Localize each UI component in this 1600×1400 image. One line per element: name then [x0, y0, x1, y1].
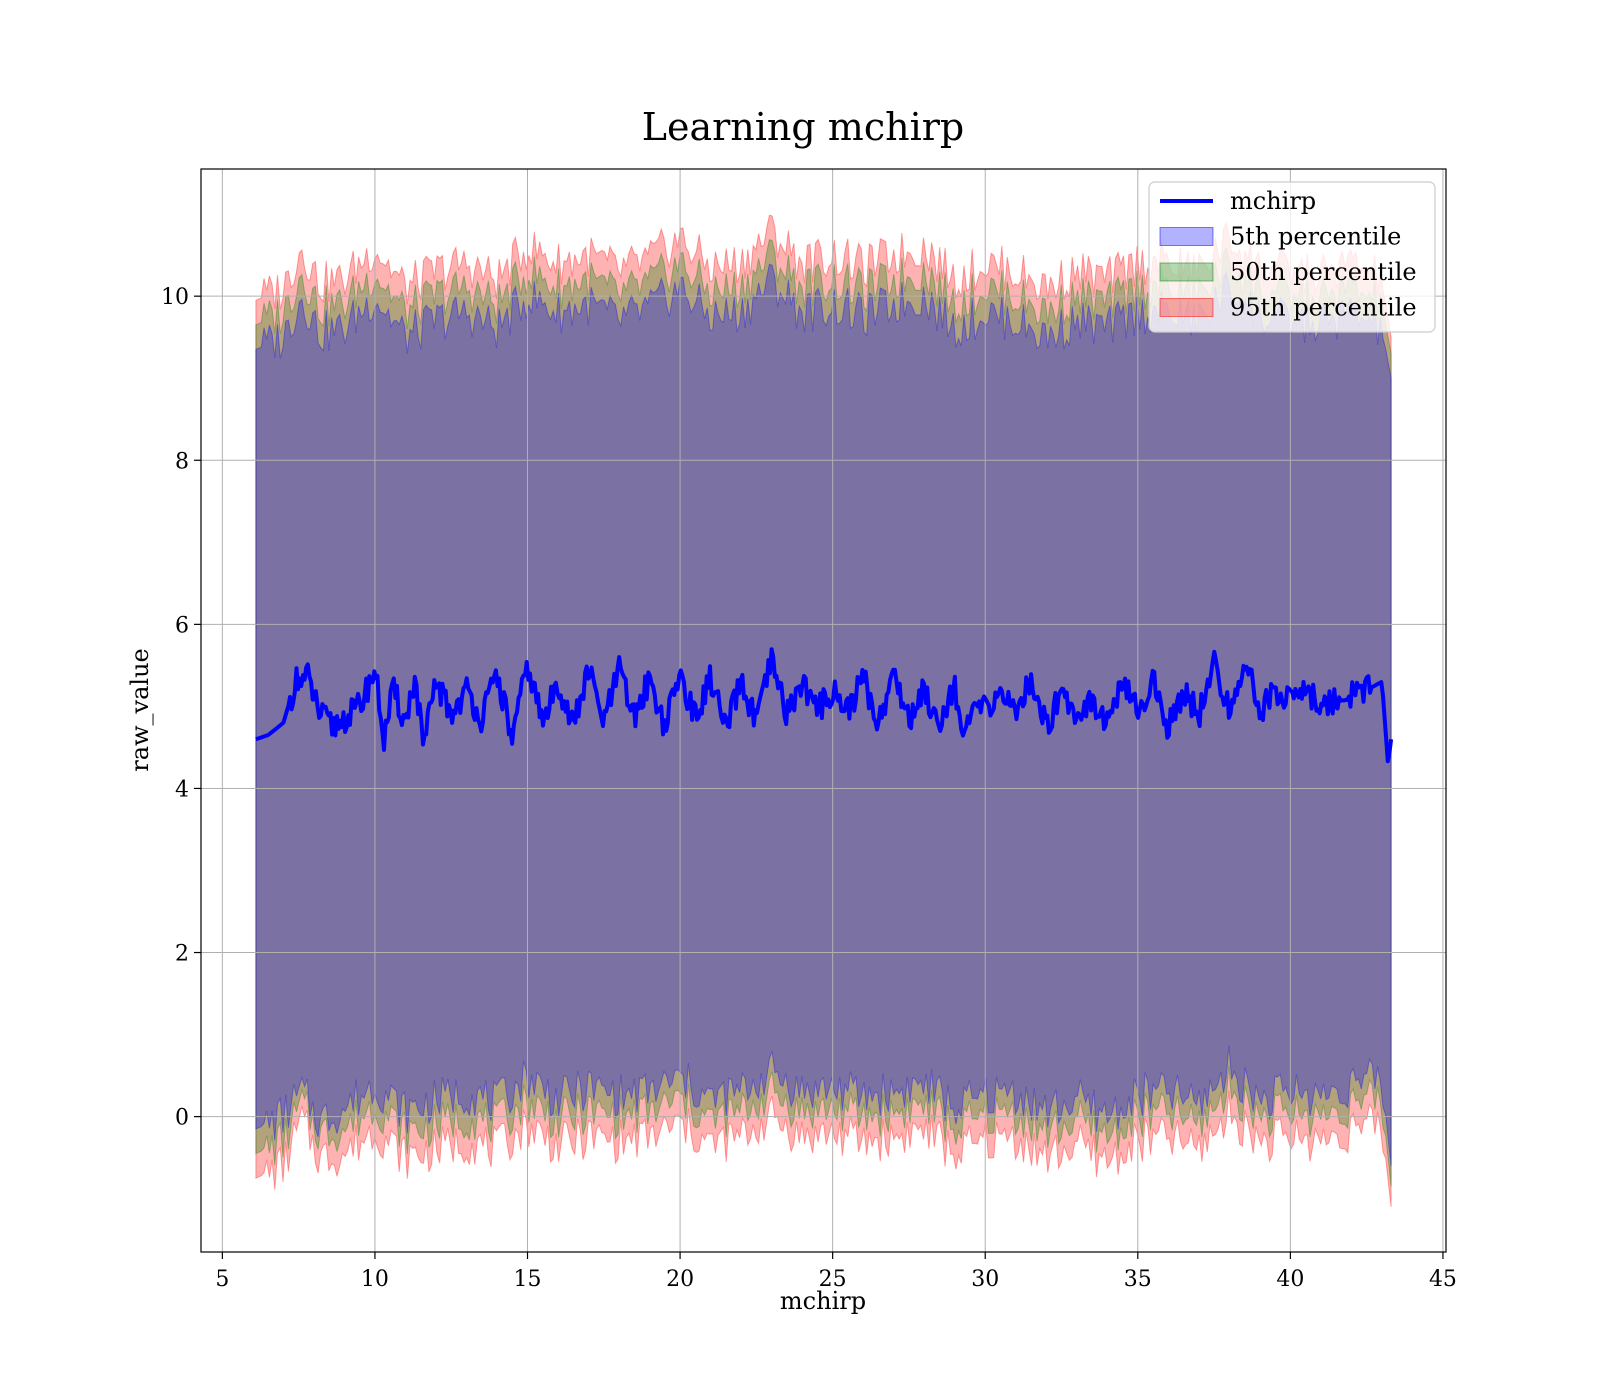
legend: mchirp 5th percentile 50th percentile 95th … [1148, 181, 1436, 333]
y-tick-label: 8 [175, 449, 189, 474]
plot-area [200, 168, 1447, 1253]
y-tick-label: 0 [175, 1106, 189, 1131]
legend-swatch-patch [1159, 262, 1214, 282]
y-axis-label: raw_value [126, 648, 154, 772]
y-tick-label: 6 [175, 613, 189, 638]
x-tick-label: 25 [819, 1267, 847, 1292]
legend-label: 5th percentile [1230, 223, 1401, 251]
y-tick-label: 2 [175, 942, 189, 967]
x-tick-label: 40 [1276, 1267, 1304, 1292]
legend-label: 95th percentile [1230, 294, 1417, 322]
series-line-mchirp [255, 647, 1394, 764]
x-tick-label: 15 [514, 1267, 542, 1292]
y-tick-label: 4 [175, 777, 189, 802]
legend-swatch-patch [1159, 298, 1214, 317]
plot-frame [200, 168, 1447, 1253]
x-axis-ticks: 5 10 15 20 25 30 35 40 45 [215, 1252, 1457, 1292]
x-axis-label: mchirp [780, 1287, 866, 1315]
x-tick-label: 30 [971, 1267, 999, 1292]
legend-box [1148, 181, 1436, 333]
x-tick-label: 10 [361, 1267, 389, 1292]
y-axis-ticks: 0 2 4 6 8 10 [161, 285, 201, 1131]
x-tick-label: 5 [215, 1267, 229, 1292]
x-tick-label: 35 [1124, 1267, 1152, 1292]
y-tick-label: 10 [161, 285, 189, 310]
legend-swatch-patch [1159, 227, 1214, 246]
x-tick-label: 45 [1429, 1267, 1457, 1292]
legend-label: 50th percentile [1230, 258, 1417, 286]
legend-label: mchirp [1230, 187, 1316, 215]
chart-title: Learning mchirp [642, 105, 964, 149]
x-tick-label: 20 [666, 1267, 694, 1292]
